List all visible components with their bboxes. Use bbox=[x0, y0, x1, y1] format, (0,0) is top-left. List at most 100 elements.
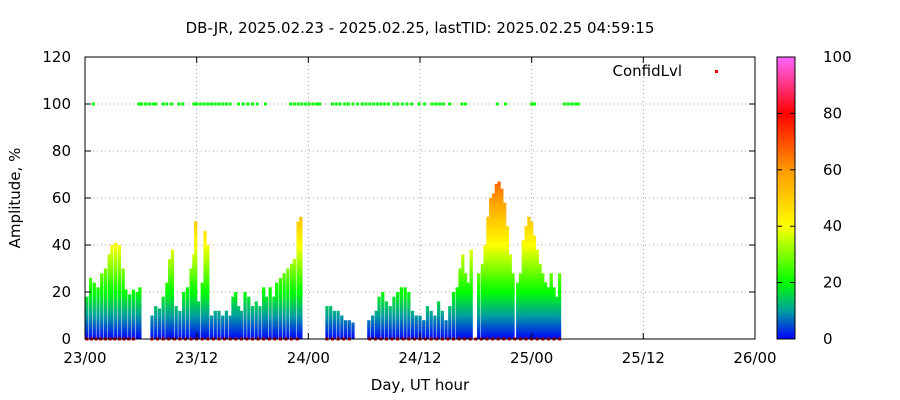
amplitude-bar bbox=[527, 216, 531, 340]
y-tick-label: 60 bbox=[52, 189, 71, 207]
y-tick-label: 40 bbox=[52, 236, 71, 254]
amplitude-bar bbox=[103, 268, 108, 340]
amplitude-bar bbox=[325, 306, 329, 340]
confidence-point bbox=[383, 102, 387, 106]
confidence-point bbox=[360, 102, 364, 106]
amplitude-bar bbox=[161, 296, 165, 340]
amplitude-bar bbox=[196, 301, 201, 340]
amplitude-bar bbox=[458, 268, 462, 340]
colorbar-tick-label: 100 bbox=[823, 48, 852, 66]
amplitude-bar bbox=[332, 310, 336, 340]
amplitude-bar bbox=[410, 310, 415, 340]
confidence-point bbox=[251, 102, 254, 106]
amplitude-bar bbox=[374, 310, 378, 340]
amplitude-bar bbox=[347, 320, 351, 340]
amplitude-bar bbox=[272, 296, 276, 340]
confidence-point bbox=[410, 102, 414, 106]
amplitude-bar bbox=[170, 249, 175, 340]
amplitude-bar bbox=[336, 310, 340, 340]
x-tick-label: 24/12 bbox=[398, 349, 441, 367]
confidence-point bbox=[375, 102, 379, 106]
amplitude-bar bbox=[165, 282, 169, 340]
amplitude-bar bbox=[500, 188, 504, 340]
amplitude-bar bbox=[194, 221, 198, 340]
confidence-point bbox=[315, 102, 319, 106]
x-tick-label: 24/00 bbox=[287, 349, 330, 367]
confidence-point bbox=[192, 102, 196, 106]
amplitude-bar bbox=[414, 315, 418, 340]
amplitude-bar bbox=[340, 315, 344, 340]
confidence-point bbox=[170, 102, 174, 106]
amplitude-bar bbox=[92, 282, 96, 340]
amplitude-bar bbox=[377, 296, 381, 340]
amplitude-bar bbox=[489, 198, 493, 340]
amplitude-bar bbox=[131, 289, 135, 340]
confidence-point bbox=[448, 102, 452, 106]
confidence-point bbox=[241, 102, 245, 106]
amplitude-bar bbox=[388, 306, 392, 340]
amplitude-bar bbox=[121, 268, 125, 340]
chart-title: DB-JR, 2025.02.23 - 2025.02.25, lastTID:… bbox=[186, 19, 655, 37]
amplitude-bar bbox=[228, 315, 232, 340]
amplitude-bar bbox=[128, 294, 132, 340]
confidence-point bbox=[423, 102, 427, 106]
amplitude-bar bbox=[157, 308, 162, 340]
confidence-point bbox=[532, 102, 536, 106]
confidence-point bbox=[246, 102, 250, 106]
confidence-point bbox=[91, 102, 95, 106]
amplitude-bar bbox=[174, 306, 178, 340]
confidence-point bbox=[343, 102, 347, 106]
confidence-point bbox=[346, 102, 350, 106]
confidence-point bbox=[154, 102, 158, 106]
confidence-point bbox=[460, 102, 464, 106]
amplitude-bar bbox=[96, 287, 100, 340]
amplitude-bar bbox=[437, 301, 441, 340]
confidence-point bbox=[292, 102, 296, 106]
amplitude-bar bbox=[168, 259, 172, 340]
amplitude-bar bbox=[254, 301, 258, 340]
amplitude-bar bbox=[535, 249, 539, 340]
amplitude-bar bbox=[88, 277, 93, 340]
amplitude-bar bbox=[154, 306, 158, 340]
amplitude-bar bbox=[505, 226, 510, 340]
confidence-point bbox=[331, 102, 335, 106]
grid bbox=[85, 57, 755, 339]
confidence-point bbox=[405, 102, 409, 106]
amplitude-bar bbox=[192, 254, 196, 340]
amplitude-bar bbox=[278, 277, 283, 340]
confidence-point bbox=[151, 102, 155, 106]
amplitude-bar bbox=[296, 221, 300, 340]
amplitude-bar bbox=[203, 230, 207, 340]
x-tick-label: 23/00 bbox=[63, 349, 106, 367]
amplitude-bar bbox=[268, 287, 272, 340]
legend-marker bbox=[715, 70, 718, 73]
confidence-point bbox=[202, 102, 206, 106]
amplitude-bar bbox=[407, 292, 411, 340]
amplitude-bar bbox=[544, 282, 548, 340]
amplitude-bar bbox=[234, 292, 238, 340]
confidence-point bbox=[206, 102, 210, 106]
amplitude-bar bbox=[518, 273, 523, 340]
confidence-point bbox=[264, 102, 268, 106]
amplitude-bar bbox=[477, 273, 481, 340]
confidence-point bbox=[165, 102, 169, 106]
confidence-point bbox=[504, 102, 508, 106]
amplitude-bar bbox=[384, 301, 389, 340]
amplitude-bar bbox=[110, 245, 114, 340]
amplitude-bar bbox=[231, 296, 235, 340]
colorbar-tick-label: 20 bbox=[823, 274, 842, 292]
amplitude-bar bbox=[178, 310, 182, 340]
amplitude-bar bbox=[530, 221, 534, 340]
amplitude-bar bbox=[289, 263, 294, 340]
confidence-point bbox=[562, 102, 566, 106]
confidence-point bbox=[417, 102, 421, 106]
amplitude-bar bbox=[124, 289, 128, 340]
confidence-point bbox=[198, 102, 202, 106]
amplitude-bar bbox=[532, 235, 537, 340]
amplitude-bar bbox=[521, 240, 525, 340]
confidence-point bbox=[438, 102, 442, 106]
colorbar-tick-label: 60 bbox=[823, 161, 842, 179]
legend-label: ConfidLvl bbox=[612, 62, 682, 80]
colorbar-ticks: 0 20 40 60 80 100 bbox=[777, 48, 852, 348]
confidence-point bbox=[351, 102, 355, 106]
